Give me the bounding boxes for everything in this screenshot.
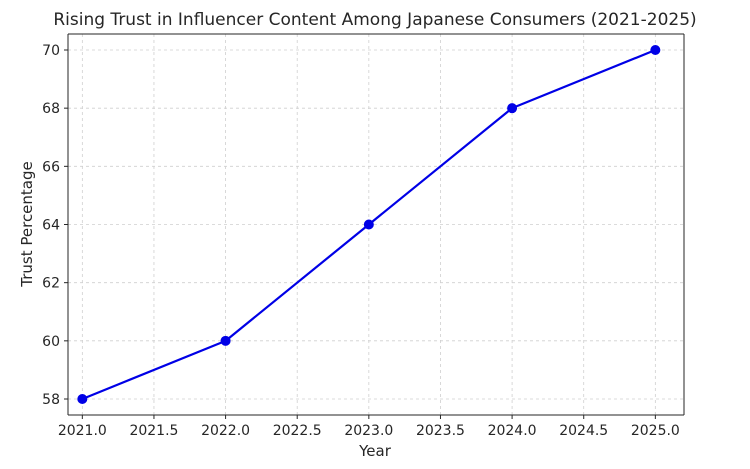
x-tick-label-4: 2023.0	[344, 423, 393, 439]
y-tick-label-1: 60	[42, 334, 60, 350]
x-tick-label-8: 2025.0	[631, 423, 680, 439]
axes: 2021.0 2021.5 2022.0 2022.5 2023.0 2023.5 2024…	[42, 33, 685, 439]
y-tick-label-6: 70	[42, 43, 60, 59]
data-point-0-2	[363, 219, 374, 230]
y-tick-label-4: 66	[42, 159, 60, 175]
y-tick-label-5: 68	[42, 101, 60, 117]
x-tick-label-1: 2021.5	[129, 423, 178, 439]
x-tick-label-2: 2022.0	[201, 423, 250, 439]
chart-title: Rising Trust in Influencer Content Among…	[53, 10, 696, 30]
grid	[68, 34, 684, 415]
series-layer	[77, 44, 661, 405]
data-point-0-1	[220, 335, 231, 346]
data-point-0-4	[650, 44, 661, 55]
x-tick-label-3: 2022.5	[273, 423, 322, 439]
data-point-0-0	[77, 394, 88, 405]
y-tick-label-3: 64	[42, 218, 60, 234]
y-tick-label-0: 58	[42, 392, 60, 408]
x-tick-label-0: 2021.0	[58, 423, 107, 439]
data-point-0-3	[507, 103, 518, 114]
x-axis-label: Year	[358, 442, 392, 460]
x-tick-label-6: 2024.0	[488, 423, 537, 439]
x-tick-label-7: 2024.5	[559, 423, 608, 439]
x-tick-label-5: 2023.5	[416, 423, 465, 439]
y-tick-label-2: 62	[42, 276, 60, 292]
y-axis-label: Trust Percentage	[18, 161, 36, 287]
